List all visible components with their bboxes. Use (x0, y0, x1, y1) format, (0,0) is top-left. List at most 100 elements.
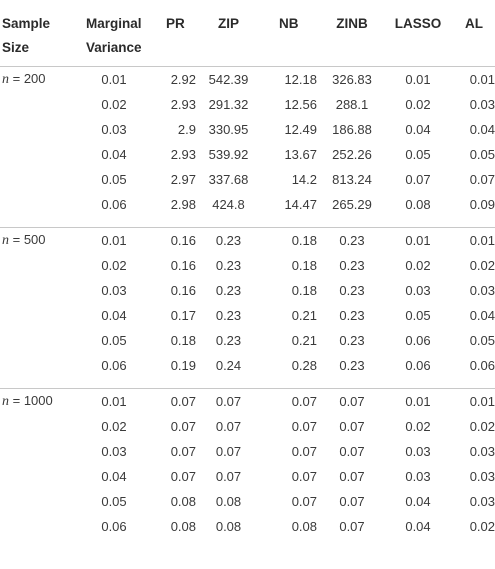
cell-al: 0.05 (469, 146, 495, 162)
cell-zip: 0.08 (215, 493, 242, 509)
cell-zinb: 265.29 (332, 196, 372, 212)
sample-size-symbol: n (2, 232, 9, 248)
cell-zinb: 0.07 (339, 468, 365, 484)
cell-zinb: 0.07 (339, 518, 365, 534)
cell-zinb: 0.23 (339, 332, 365, 348)
cell-marginal-variance: 0.02 (101, 418, 127, 434)
cell-pr: 0.16 (170, 257, 196, 273)
cell-zinb: 0.23 (339, 357, 365, 373)
cell-lasso: 0.01 (387, 387, 449, 414)
cell-lasso: 0.03 (405, 282, 431, 298)
cell-pr: 0.08 (170, 518, 196, 534)
header-al: AL (449, 0, 495, 67)
cell-nb: 12.18 (261, 65, 317, 92)
cell-nb: 0.18 (291, 282, 317, 298)
table-row: 0.04 0.07 0.07 0.07 0.07 0.03 0.03 (0, 464, 495, 489)
cell-sample-size (0, 303, 82, 328)
sample-size-value: = 500 (9, 231, 46, 247)
table-row: 0.04 2.93 539.92 13.67 252.26 0.05 0.05 (0, 142, 495, 167)
cell-sample-size: n = 500 (0, 226, 82, 253)
cell-al: 0.06 (469, 357, 495, 373)
cell-pr: 2.92 (146, 65, 196, 92)
cell-lasso: 0.02 (405, 418, 431, 434)
cell-zip: 0.23 (196, 226, 261, 253)
table-row: n = 500 0.01 0.16 0.23 0.18 0.23 0.01 0.01 (0, 226, 495, 253)
cell-pr: 2.93 (170, 96, 196, 112)
header-marginal-variance-line2: Variance (86, 40, 142, 55)
sample-size-label: n = 500 (2, 231, 46, 248)
cell-zip: 0.07 (196, 387, 261, 414)
cell-marginal-variance: 0.01 (82, 387, 146, 414)
cell-zinb: 252.26 (332, 146, 372, 162)
cell-nb: 14.2 (291, 171, 317, 187)
cell-pr: 2.97 (170, 171, 196, 187)
cell-nb: 0.28 (291, 357, 317, 373)
cell-lasso: 0.03 (405, 468, 431, 484)
sample-size-label: n = 1000 (2, 392, 53, 409)
cell-lasso: 0.05 (405, 307, 431, 323)
cell-zinb: 0.07 (339, 493, 365, 509)
table-row: 0.06 0.08 0.08 0.08 0.07 0.04 0.02 (0, 514, 495, 539)
cell-zip: 330.95 (208, 121, 249, 137)
cell-pr: 0.16 (146, 226, 196, 253)
cell-al: 0.05 (469, 332, 495, 348)
table-row: 0.03 0.16 0.23 0.18 0.23 0.03 0.03 (0, 278, 495, 303)
cell-sample-size (0, 489, 82, 514)
cell-zip: 0.23 (215, 257, 242, 273)
table-body: n = 200 0.01 2.92 542.39 12.18 326.83 0.01 0.01… (0, 65, 495, 539)
cell-sample-size (0, 514, 82, 539)
cell-al: 0.07 (469, 171, 495, 187)
cell-zip: 291.32 (208, 96, 249, 112)
cell-zip: 0.23 (215, 307, 242, 323)
cell-marginal-variance: 0.02 (101, 96, 127, 112)
cell-lasso: 0.08 (405, 196, 431, 212)
cell-zinb: 0.23 (339, 307, 365, 323)
cell-lasso: 0.07 (405, 171, 431, 187)
cell-marginal-variance: 0.01 (82, 65, 146, 92)
cell-marginal-variance: 0.01 (82, 226, 146, 253)
cell-al: 0.03 (469, 282, 495, 298)
cell-zip: 337.68 (208, 171, 249, 187)
group-spacer (0, 378, 495, 389)
results-table: Sample Size Marginal Variance PR ZIP NB ZI… (0, 0, 495, 539)
cell-lasso: 0.04 (405, 493, 431, 509)
cell-zip: 0.23 (215, 332, 242, 348)
header-zip: ZIP (196, 0, 261, 67)
cell-sample-size (0, 328, 82, 353)
cell-marginal-variance: 0.06 (101, 357, 127, 373)
table-row: n = 200 0.01 2.92 542.39 12.18 326.83 0.01 0.01 (0, 65, 495, 92)
cell-marginal-variance: 0.05 (101, 332, 127, 348)
cell-sample-size (0, 117, 82, 142)
cell-al: 0.03 (469, 468, 495, 484)
cell-lasso: 0.02 (405, 257, 431, 273)
cell-sample-size (0, 253, 82, 278)
sample-size-value: = 1000 (9, 392, 53, 408)
header-lasso: LASSO (387, 0, 449, 67)
cell-lasso: 0.05 (405, 146, 431, 162)
cell-zinb: 0.07 (339, 443, 365, 459)
cell-nb: 12.56 (284, 96, 317, 112)
cell-pr: 0.07 (146, 387, 196, 414)
cell-pr: 2.93 (170, 146, 196, 162)
cell-al: 0.03 (469, 96, 495, 112)
cell-pr: 0.07 (170, 418, 196, 434)
cell-sample-size (0, 353, 82, 378)
cell-nb: 0.07 (291, 443, 317, 459)
cell-sample-size (0, 278, 82, 303)
cell-al: 0.01 (449, 387, 495, 414)
cell-lasso: 0.04 (405, 518, 431, 534)
cell-lasso: 0.03 (405, 443, 431, 459)
header-marginal-variance-line1: Marginal (86, 16, 142, 31)
cell-zinb: 0.07 (317, 387, 387, 414)
cell-marginal-variance: 0.03 (101, 282, 127, 298)
cell-zip: 0.07 (215, 443, 242, 459)
cell-pr: 0.07 (170, 468, 196, 484)
cell-zinb: 0.23 (339, 282, 365, 298)
cell-zip: 0.07 (215, 468, 242, 484)
cell-lasso: 0.02 (405, 96, 431, 112)
cell-sample-size (0, 192, 82, 217)
cell-lasso: 0.01 (387, 226, 449, 253)
cell-nb: 0.21 (291, 307, 317, 323)
cell-lasso: 0.01 (387, 65, 449, 92)
cell-nb: 12.49 (284, 121, 317, 137)
